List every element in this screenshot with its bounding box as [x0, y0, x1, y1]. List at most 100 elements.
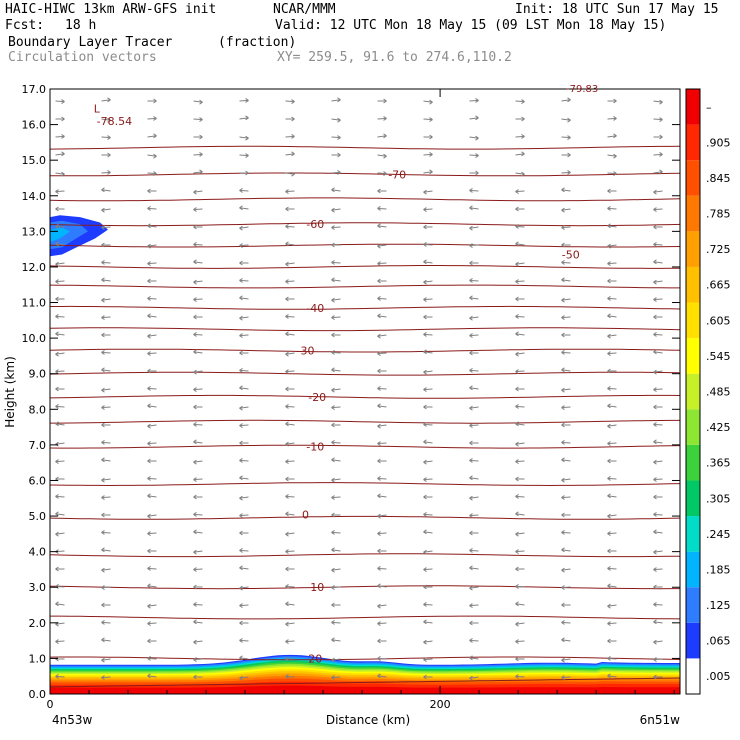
isotherm-line: [49, 553, 681, 558]
vector-arrow: [193, 100, 203, 103]
vector-head: [101, 512, 105, 518]
isotherm-line: [49, 222, 681, 227]
vector-head: [469, 475, 473, 481]
vector-arrow: [377, 495, 387, 498]
vector-arrow: [469, 136, 479, 139]
vector-head: [613, 171, 617, 177]
vector-head: [561, 187, 565, 193]
vector-arrow: [331, 99, 341, 102]
vector-arrow: [469, 477, 479, 480]
vector-arrow: [331, 658, 341, 661]
vector-arrow: [561, 369, 571, 372]
vector-arrow: [55, 333, 65, 336]
vector-head: [55, 511, 59, 517]
vector-arrow: [607, 334, 617, 337]
vector-head: [515, 223, 519, 229]
vector-arrow: [101, 298, 111, 301]
y-tick-label: 12.0: [22, 261, 47, 274]
vector-head: [515, 331, 519, 337]
vector-arrow: [101, 118, 111, 121]
vector-head: [147, 583, 151, 589]
vector-head: [291, 116, 295, 122]
vector-arrow: [423, 100, 433, 103]
vector-arrow: [239, 279, 249, 282]
vector-arrow: [607, 604, 617, 607]
vector-arrow: [331, 478, 341, 481]
vector-arrow: [331, 369, 341, 372]
vector-arrow: [469, 387, 479, 390]
vector-head: [515, 673, 519, 679]
vector-arrow: [377, 604, 387, 607]
vector-head: [101, 619, 105, 625]
vector-head: [429, 134, 433, 140]
vector-head: [653, 259, 657, 265]
isotherm-line: [49, 677, 681, 688]
colorbar-label: .065: [706, 635, 731, 648]
vector-arrow: [101, 478, 111, 481]
vector-head: [101, 387, 105, 393]
vector-arrow: [607, 495, 617, 498]
vector-head: [193, 657, 197, 663]
vector-head: [377, 403, 381, 409]
isotherm-line: [49, 145, 681, 150]
vector-head: [153, 171, 157, 177]
vector-arrow: [653, 478, 663, 481]
vector-arrow: [653, 370, 663, 373]
vector-head: [607, 223, 611, 229]
vector-arrow: [331, 316, 341, 319]
vector-arrow: [101, 189, 111, 192]
vector-arrow: [377, 675, 387, 678]
vector-arrow: [147, 387, 157, 390]
vector-head: [193, 279, 197, 285]
vector-head: [101, 477, 105, 483]
xy-range: XY= 259.5, 91.6 to 274.6,110.2: [277, 50, 512, 65]
colorbar-swatch: [686, 89, 700, 125]
vector-arrow: [331, 279, 341, 282]
vector-arrow: [331, 298, 341, 301]
vector-arrow: [469, 189, 479, 192]
vector-head: [567, 97, 571, 103]
vector-head: [193, 331, 197, 337]
vector-arrow: [239, 154, 249, 157]
vector-arrow: [377, 442, 387, 445]
vector-head: [193, 674, 197, 680]
vector-arrow: [515, 585, 525, 588]
vector-head: [285, 656, 289, 662]
colorbar-swatch: [686, 516, 700, 552]
vector-arrow: [101, 549, 111, 552]
vector-head: [423, 189, 427, 195]
vector-head: [199, 169, 203, 175]
vector-arrow: [193, 478, 203, 481]
vector-head: [193, 549, 197, 555]
vector-head: [607, 583, 611, 589]
vector-arrow: [147, 532, 157, 535]
vector-head: [331, 387, 335, 393]
vector-arrow: [561, 261, 571, 264]
vector-arrow: [561, 226, 571, 229]
vector-head: [561, 315, 565, 321]
vector-head: [515, 476, 519, 482]
vector-arrow: [285, 423, 295, 426]
vector-head: [239, 187, 243, 193]
vector-head: [469, 440, 473, 446]
vector-head: [653, 459, 657, 465]
y-tick-label: 2.0: [29, 617, 47, 630]
field-name: Boundary Layer Tracer: [8, 35, 173, 50]
vector-arrow: [193, 658, 203, 661]
vector-arrow: [561, 531, 571, 534]
vector-arrow: [377, 477, 387, 480]
vector-arrow: [147, 262, 157, 265]
vector-head: [193, 387, 197, 393]
vector-head: [515, 511, 519, 517]
vector-head: [147, 243, 151, 249]
vector-arrow: [285, 352, 295, 355]
x-left-location: 4n53w: [52, 713, 93, 727]
vector-head: [561, 547, 565, 553]
vector-head: [331, 187, 335, 193]
vector-arrow: [101, 208, 111, 211]
vector-head: [515, 206, 519, 212]
vector-arrow: [423, 351, 433, 354]
vector-arrow: [607, 207, 617, 210]
vector-head: [423, 224, 427, 230]
vector-arrow: [331, 531, 341, 534]
